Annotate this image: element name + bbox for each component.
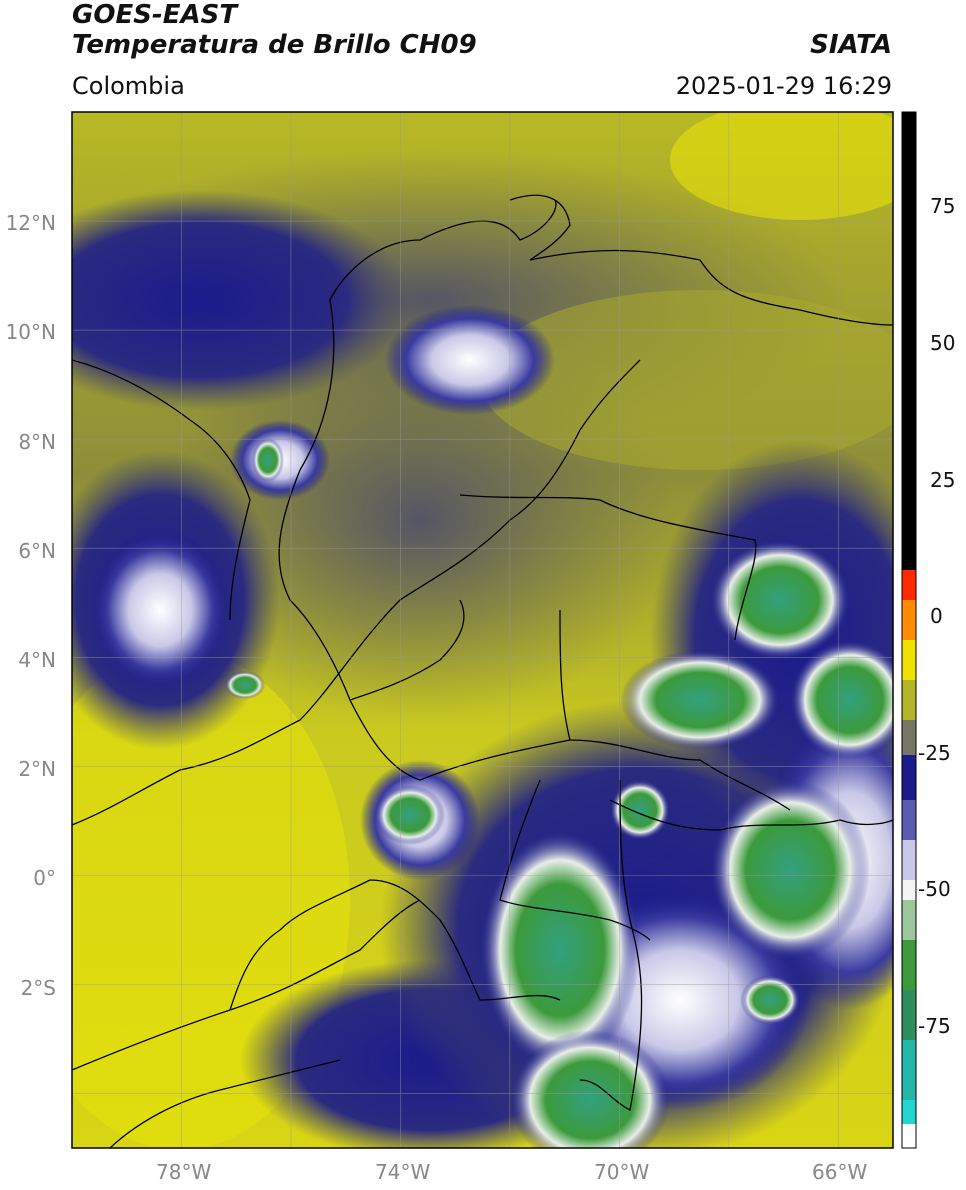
lat-label-8N: 8°N (18, 430, 56, 454)
colorbar-tick-0: 0 (930, 604, 943, 628)
colorbar (901, 111, 917, 1149)
colorbar-gray-segment (902, 720, 916, 755)
lat-label-2N: 2°N (18, 757, 56, 781)
lon-label-70W: 70°W (594, 1160, 650, 1184)
colorbar-lightgreen-segment (902, 900, 916, 940)
colorbar-teal-segment (902, 990, 916, 1040)
datetime-label: 2025-01-29 16:29 (675, 72, 892, 100)
lon-label-74W: 74°W (375, 1160, 431, 1184)
map-frame (71, 111, 894, 1149)
colorbar-lilac-segment (902, 840, 916, 880)
colorbar-turquoise-segment (902, 1040, 916, 1100)
colorbar-frame (901, 111, 917, 1149)
lon-label-78W: 78°W (156, 1160, 212, 1184)
colorbar-tick-50: 50 (930, 331, 956, 355)
lat-label-6N: 6°N (18, 539, 56, 563)
colorbar-tick-neg50: -50 (918, 877, 951, 901)
colorbar-tick-neg25: -25 (918, 741, 951, 765)
colorbar-navy-segment (902, 755, 916, 800)
region-label: Colombia (72, 72, 185, 100)
colorbar-yellow-segment (902, 640, 916, 680)
borders (72, 194, 893, 1148)
lon-label-66W: 66°W (812, 1160, 868, 1184)
lat-label-10N: 10°N (5, 320, 56, 344)
product-title: Temperatura de Brillo CH09 (72, 30, 477, 60)
colorbar-orange-segment (902, 600, 916, 640)
brand-label: SIATA (810, 30, 892, 60)
colorbar-olive-segment (902, 680, 916, 720)
satellite-title: GOES-EAST (72, 0, 238, 30)
colorbar-min-segment (902, 1124, 916, 1148)
lat-label-12N: 12°N (5, 211, 56, 235)
lat-label-4N: 4°N (18, 648, 56, 672)
colorbar-blue-segment (902, 800, 916, 840)
lat-label-0: 0° (33, 866, 56, 890)
colorbar-green-segment (902, 940, 916, 990)
colorbar-warm-segment (902, 112, 916, 570)
colorbar-tick-75: 75 (930, 194, 956, 218)
lat-label-2S: 2°S (20, 976, 56, 1000)
graticule (72, 112, 893, 1148)
colorbar-tick-25: 25 (930, 468, 956, 492)
colorbar-white-segment (902, 880, 916, 900)
colorbar-tick-neg75: -75 (918, 1014, 951, 1038)
colorbar-cyan-segment (902, 1100, 916, 1124)
